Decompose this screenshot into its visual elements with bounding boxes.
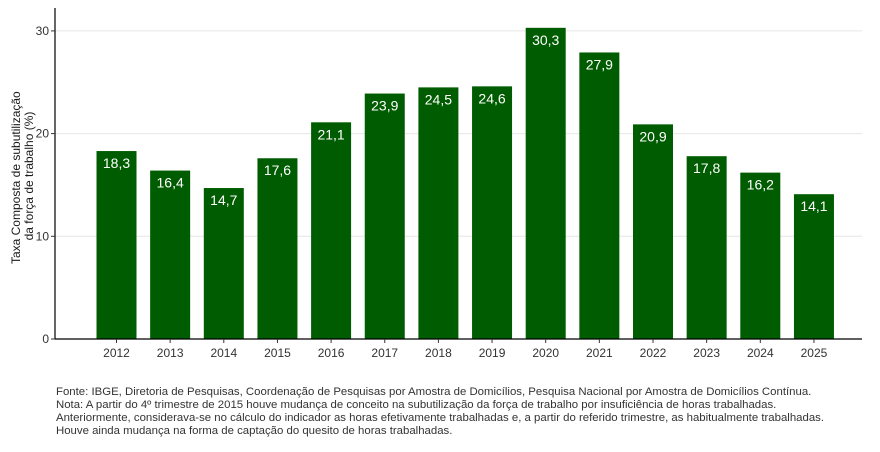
note-line-2: Anteriormente, considerava-se no cálculo…	[56, 412, 825, 424]
bar-2021	[579, 52, 620, 339]
y-tick-label: 10	[36, 229, 50, 243]
data-label-2017: 23,9	[371, 98, 398, 114]
x-tick-label-2021: 2021	[586, 346, 613, 360]
axis-ticks: 0 10 20 30 2012 2013 2014 2015 2016 2017 2018 2019 2…	[36, 24, 828, 360]
data-label-2013: 16,4	[157, 175, 184, 191]
x-tick-label-2019: 2019	[479, 346, 506, 360]
data-label-2012: 18,3	[103, 155, 130, 171]
data-label-2024: 16,2	[747, 177, 774, 193]
bar-2013	[150, 170, 191, 339]
data-label-2021: 27,9	[586, 56, 613, 72]
bar-2016	[311, 122, 352, 339]
bar-2012	[96, 151, 137, 339]
x-tick-label-2013: 2013	[157, 346, 184, 360]
bar-2024	[740, 172, 781, 339]
x-tick-label-2020: 2020	[532, 346, 559, 360]
x-tick-label-2017: 2017	[371, 346, 398, 360]
source-notes: Fonte: IBGE, Diretoria de Pesquisas, Coo…	[56, 386, 876, 438]
note-line-1: Nota: A partir do 4º trimestre de 2015 h…	[56, 399, 777, 411]
note-line-3: Houve ainda mudança na forma de captação…	[56, 425, 453, 437]
chart-area: 0 10 20 30 2012 2013 2014 2015 2016 2017 2018 2019 2…	[9, 8, 862, 360]
x-tick-label-2014: 2014	[210, 346, 237, 360]
y-axis-label: Taxa Composta de subutilização da força …	[9, 88, 36, 264]
data-label-2015: 17,6	[264, 162, 291, 178]
axes	[54, 8, 862, 340]
y-tick-label: 30	[36, 24, 50, 38]
bar-2018	[418, 87, 459, 339]
data-label-2025: 14,1	[800, 198, 827, 214]
y-tick-label: 20	[36, 127, 50, 141]
x-tick-label-2012: 2012	[103, 346, 130, 360]
note-source: Fonte: IBGE, Diretoria de Pesquisas, Coo…	[56, 386, 812, 398]
bar-chart: 0 10 20 30 2012 2013 2014 2015 2016 2017 2018 2019 2…	[9, 8, 862, 360]
data-label-2023: 17,8	[693, 160, 720, 176]
bar-2023	[686, 156, 727, 339]
y-axis-label-line-1: Taxa Composta de subutilização	[9, 91, 23, 264]
data-label-2016: 21,1	[317, 126, 344, 142]
x-tick-label-2022: 2022	[640, 346, 667, 360]
data-label-2019: 24,6	[478, 90, 505, 106]
y-tick-label: 0	[42, 332, 49, 346]
x-tick-label-2016: 2016	[318, 346, 345, 360]
bar-2015	[257, 158, 298, 339]
x-tick-label-2015: 2015	[264, 346, 291, 360]
data-label-2022: 20,9	[639, 128, 666, 144]
bar-2014	[203, 188, 244, 339]
data-labels: 18,3 16,4 14,7 17,6 21,1 23,9 24,5 24,6 30,3 27,9…	[103, 32, 828, 214]
y-axis-label-line-2: da força de trabalho (%)	[22, 112, 36, 241]
bar-2025	[793, 194, 834, 339]
data-label-2014: 14,7	[210, 192, 237, 208]
x-tick-label-2025: 2025	[801, 346, 828, 360]
bar-2019	[472, 86, 513, 339]
bars	[96, 27, 834, 340]
bar-2022	[633, 124, 673, 340]
data-label-2018: 24,5	[425, 91, 452, 107]
x-tick-label-2018: 2018	[425, 346, 452, 360]
bar-2017	[364, 93, 405, 339]
data-label-2020: 30,3	[532, 32, 559, 48]
x-tick-label-2024: 2024	[747, 346, 774, 360]
bar-2020	[525, 27, 566, 339]
x-tick-label-2023: 2023	[693, 346, 720, 360]
